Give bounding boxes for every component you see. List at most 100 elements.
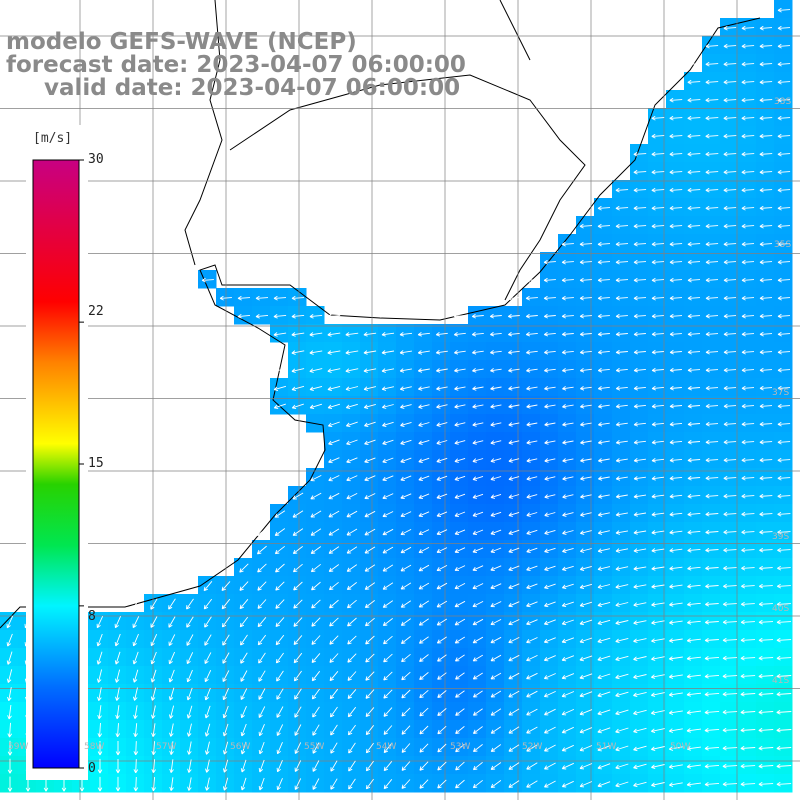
wind-arrow — [777, 7, 791, 13]
wind-arrow — [364, 457, 376, 464]
wind-arrow — [508, 565, 520, 572]
wind-arrow — [454, 493, 466, 499]
wind-arrow — [777, 385, 791, 391]
wind-arrow — [633, 745, 647, 752]
wind-arrow — [240, 634, 248, 646]
wind-arrow — [741, 259, 755, 265]
wind-arrow — [275, 634, 285, 646]
wind-arrow — [472, 708, 483, 716]
wind-arrow — [115, 705, 120, 720]
wind-arrow — [651, 548, 665, 553]
wind-arrow — [723, 97, 737, 103]
wind-arrow — [723, 133, 737, 139]
wind-arrow — [561, 691, 575, 698]
wind-arrow — [525, 277, 538, 283]
wind-arrow — [598, 404, 610, 409]
wind-arrow — [705, 97, 719, 103]
wind-arrow — [381, 350, 395, 355]
wind-arrow — [400, 457, 412, 463]
wind-arrow — [705, 223, 719, 229]
wind-arrow — [383, 689, 393, 699]
wind-arrow — [399, 350, 412, 355]
lon-label: 58W — [84, 742, 105, 752]
wind-arrow — [328, 475, 340, 482]
wind-arrow — [222, 670, 230, 682]
wind-arrow — [741, 295, 755, 301]
wind-arrow — [436, 582, 448, 590]
wind-arrow — [651, 620, 665, 625]
wind-arrow — [740, 745, 756, 751]
wind-arrow — [151, 777, 156, 792]
wind-arrow — [490, 708, 502, 716]
wind-arrow — [275, 599, 285, 609]
wind-arrow — [669, 187, 683, 193]
wind-arrow — [562, 512, 574, 517]
wind-arrow — [237, 314, 251, 319]
wind-arrow — [651, 692, 665, 697]
wind-arrow — [291, 332, 305, 337]
wind-arrow — [507, 313, 520, 319]
wind-arrow — [526, 637, 538, 644]
wind-arrow — [345, 350, 359, 355]
wind-arrow — [723, 241, 737, 247]
wind-arrow — [741, 169, 755, 175]
wind-arrow — [327, 403, 341, 410]
wind-arrow — [309, 314, 323, 319]
wind-arrow — [364, 439, 376, 446]
wind-arrow — [598, 440, 610, 445]
wind-arrow — [562, 530, 574, 535]
wind-arrow — [651, 331, 664, 337]
wind-arrow — [759, 133, 773, 139]
wind-arrow — [204, 652, 212, 664]
wind-arrow — [615, 494, 628, 499]
wind-arrow — [222, 634, 230, 646]
wind-arrow — [615, 223, 629, 229]
wind-arrow — [382, 546, 394, 554]
wind-arrow — [562, 494, 574, 499]
wind-arrow — [436, 422, 448, 427]
wind-arrow — [705, 421, 719, 427]
wind-arrow — [597, 331, 610, 337]
wind-arrow — [346, 582, 357, 591]
wind-arrow — [651, 494, 665, 499]
wind-arrow — [526, 744, 538, 752]
wind-arrow — [328, 581, 339, 591]
wind-arrow — [508, 744, 520, 752]
wind-arrow — [346, 546, 358, 554]
wind-arrow — [508, 547, 520, 553]
wind-arrow — [204, 777, 210, 791]
wind-arrow — [759, 259, 773, 265]
wind-arrow — [615, 476, 628, 481]
wind-arrow — [490, 636, 502, 644]
wind-arrow — [615, 277, 629, 283]
wind-arrow — [669, 421, 683, 427]
wind-arrow — [651, 385, 664, 391]
wind-arrow — [741, 439, 755, 445]
lon-label: 51W — [596, 742, 617, 752]
wind-arrow — [687, 169, 701, 175]
wind-arrow — [758, 727, 774, 733]
wind-arrow — [669, 349, 682, 355]
wind-arrow — [328, 439, 340, 446]
wind-arrow — [490, 672, 502, 680]
wind-arrow — [419, 654, 429, 662]
wind-arrow — [669, 115, 683, 121]
wind-arrow — [759, 61, 773, 67]
wind-arrow — [472, 690, 483, 698]
wind-arrow — [258, 759, 265, 773]
wind-arrow — [275, 652, 284, 664]
wind-arrow — [633, 404, 646, 409]
wind-arrow — [705, 79, 719, 85]
wind-arrow — [722, 745, 738, 751]
wind-arrow — [544, 565, 556, 571]
lon-label: 52W — [522, 742, 543, 752]
wind-arrow — [186, 669, 193, 683]
wind-arrow — [381, 404, 394, 409]
wind-arrow — [526, 708, 538, 716]
wind-arrow — [669, 241, 683, 247]
wind-arrow — [186, 616, 194, 628]
wind-arrow — [258, 706, 266, 718]
wind-arrow — [222, 652, 230, 664]
wind-arrow — [258, 688, 266, 700]
